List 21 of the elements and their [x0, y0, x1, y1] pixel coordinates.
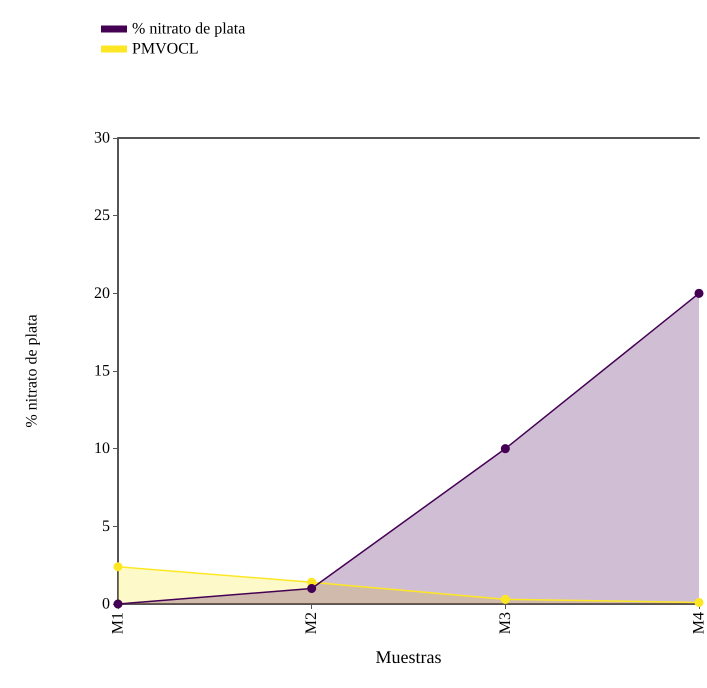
- legend-label: % nitrato de plata: [132, 20, 246, 38]
- point: [114, 562, 122, 572]
- x-tick-label: M1: [110, 612, 126, 634]
- point: [500, 444, 510, 454]
- y-tick-label: 20: [94, 284, 110, 302]
- y-tick-label: 0: [102, 596, 110, 612]
- y-axis-title: % nitrato de plata: [24, 314, 40, 428]
- x-tick-label: M3: [496, 612, 514, 634]
- y-tick-label: 5: [102, 518, 110, 535]
- y-tick-label: 10: [94, 440, 110, 458]
- x-tick-label: M2: [303, 612, 320, 634]
- x-tick-label: M4: [690, 612, 707, 634]
- y-tick-label: 30: [94, 130, 110, 146]
- y-tick-label: 25: [94, 207, 110, 224]
- point: [694, 288, 704, 298]
- point: [500, 594, 510, 604]
- point: [307, 584, 316, 593]
- x-axis-title: Muestras: [376, 647, 442, 667]
- y-tick-label: 15: [94, 362, 110, 380]
- point: [694, 598, 704, 607]
- legend-label: PMVOCL: [132, 40, 199, 58]
